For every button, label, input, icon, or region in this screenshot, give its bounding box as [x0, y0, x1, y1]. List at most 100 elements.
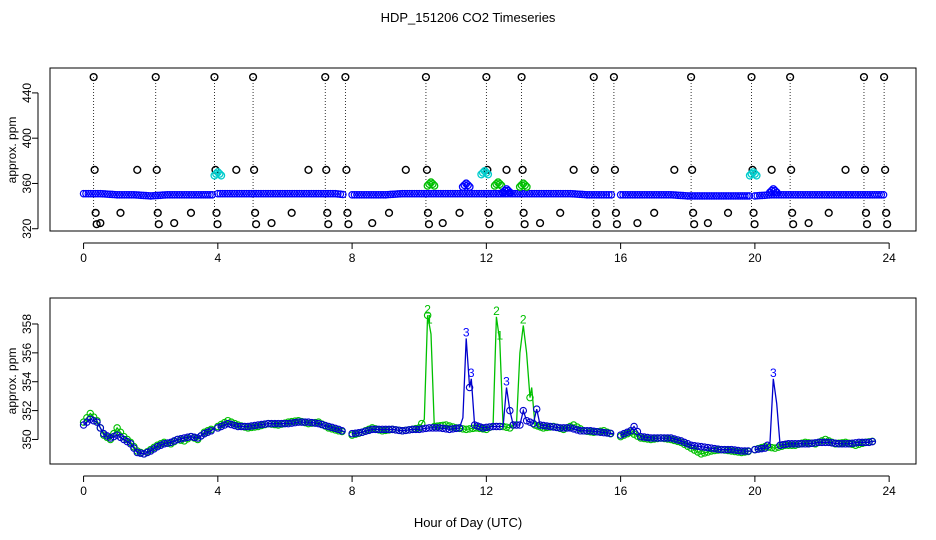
baseline-point	[122, 190, 131, 199]
baseline-point	[605, 190, 613, 199]
baseline-point	[801, 190, 810, 199]
baseline-point	[830, 190, 838, 199]
baseline-point	[743, 192, 751, 200]
calibration-check-marker	[535, 218, 545, 228]
top-x-tick-label: 20	[748, 251, 762, 265]
baseline-point	[647, 190, 656, 199]
calibration-mid-marker	[322, 165, 331, 174]
baseline-point	[719, 192, 728, 200]
bottom-x-axis: 0 4 8 12 16 20 24	[80, 475, 896, 498]
baseline-point	[173, 190, 181, 199]
highlight-point	[483, 170, 493, 179]
series-3-point	[86, 415, 95, 424]
baseline-point	[787, 190, 795, 199]
top-marks	[79, 72, 892, 229]
baseline-point	[441, 189, 450, 198]
series-3-line	[217, 421, 346, 433]
series-2-line	[351, 315, 615, 436]
baseline-point	[410, 189, 419, 198]
baseline-point	[417, 189, 426, 198]
baseline-point	[590, 190, 599, 199]
baseline-point	[650, 190, 658, 199]
calibration-lowest-marker	[344, 220, 353, 229]
baseline-point	[837, 190, 845, 199]
calibration-low-marker	[749, 208, 758, 217]
chart-title: HDP_151206 CO2 Timeseries	[381, 10, 556, 25]
series-3-line	[352, 338, 614, 435]
baseline-point	[319, 189, 328, 198]
series-3-point	[318, 420, 326, 429]
baseline-point	[82, 189, 90, 198]
baseline-point	[468, 189, 476, 198]
baseline-point	[791, 190, 800, 199]
baseline-point	[415, 189, 424, 198]
baseline-point	[595, 190, 603, 199]
baseline-point	[175, 190, 184, 199]
baseline-point	[715, 192, 723, 200]
series-3-point	[200, 429, 209, 438]
top-x-axis: 0 4 8 12 16 20 24	[80, 242, 896, 265]
baseline-point	[432, 189, 440, 198]
baseline-point	[427, 189, 436, 198]
bottom-y-tick-label: 350	[20, 429, 34, 449]
series-3-point	[757, 444, 766, 453]
calibration-check-marker	[232, 165, 241, 174]
highlight-point	[465, 182, 474, 191]
baseline-point	[583, 190, 591, 199]
peak-label: 1	[496, 328, 503, 342]
series-3-point	[224, 419, 232, 428]
baseline-point	[602, 190, 611, 199]
baseline-point	[247, 189, 256, 198]
baseline-point	[285, 189, 294, 198]
baseline-point	[851, 190, 860, 199]
baseline-point	[405, 189, 414, 198]
calibration-low-marker	[423, 208, 433, 217]
calibration-lowest-marker	[154, 220, 163, 229]
baseline-point	[655, 190, 663, 199]
baseline-point	[600, 190, 608, 199]
series-3-point	[163, 439, 172, 447]
series-3-point	[140, 450, 148, 458]
calibration-lowest-marker	[213, 220, 222, 229]
baseline-point	[659, 190, 668, 199]
baseline-point	[444, 189, 452, 198]
series-3-point	[620, 429, 628, 438]
baseline-point	[818, 190, 826, 199]
baseline-point	[203, 190, 212, 199]
baseline-point	[492, 189, 500, 198]
highlight-point	[750, 169, 759, 178]
highlight-point	[425, 179, 434, 189]
baseline-point	[206, 190, 214, 199]
baseline-point	[384, 190, 392, 199]
series-3-point	[204, 428, 212, 436]
series-3-point	[314, 419, 323, 428]
baseline-point	[460, 189, 469, 198]
baseline-point	[130, 190, 138, 199]
series-3-point	[680, 438, 689, 447]
baseline-point	[249, 189, 258, 198]
baseline-point	[626, 190, 635, 199]
baseline-point	[779, 190, 788, 199]
series-3-point	[214, 424, 222, 432]
baseline-point	[365, 190, 373, 199]
baseline-point	[633, 190, 642, 199]
baseline-point	[326, 189, 335, 198]
series-3-point	[677, 437, 685, 445]
baseline-point	[120, 190, 129, 199]
baseline-point	[624, 190, 632, 199]
series-3-line	[754, 378, 876, 451]
baseline-point	[113, 190, 121, 199]
baseline-point	[374, 190, 383, 199]
calibration-mid-marker	[688, 165, 697, 174]
baseline-point	[98, 190, 107, 198]
baseline-point	[281, 189, 289, 198]
calibration-mid-marker	[860, 165, 870, 174]
calibration-high-marker	[609, 72, 619, 82]
series-3-point	[331, 424, 340, 433]
baseline-point	[283, 189, 292, 198]
baseline-point	[178, 190, 186, 199]
calibration-mid-marker	[422, 165, 432, 174]
series-3-point	[519, 406, 528, 415]
series-3-point	[452, 424, 460, 433]
